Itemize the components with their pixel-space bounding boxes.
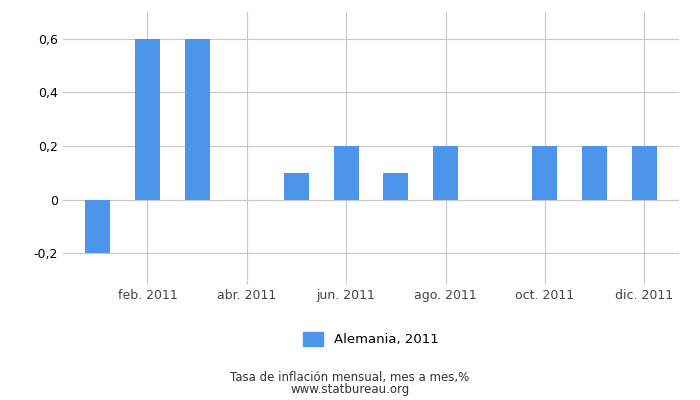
Bar <box>533 146 557 200</box>
Bar <box>85 200 110 253</box>
Bar <box>632 146 657 200</box>
Text: Tasa de inflación mensual, mes a mes,%: Tasa de inflación mensual, mes a mes,% <box>230 372 470 384</box>
Bar <box>284 173 309 200</box>
Bar <box>334 146 358 200</box>
Bar <box>582 146 607 200</box>
Text: www.statbureau.org: www.statbureau.org <box>290 384 410 396</box>
Bar <box>384 173 408 200</box>
Bar <box>433 146 458 200</box>
Bar <box>185 39 209 200</box>
Bar <box>135 39 160 200</box>
Legend: Alemania, 2011: Alemania, 2011 <box>304 332 438 346</box>
